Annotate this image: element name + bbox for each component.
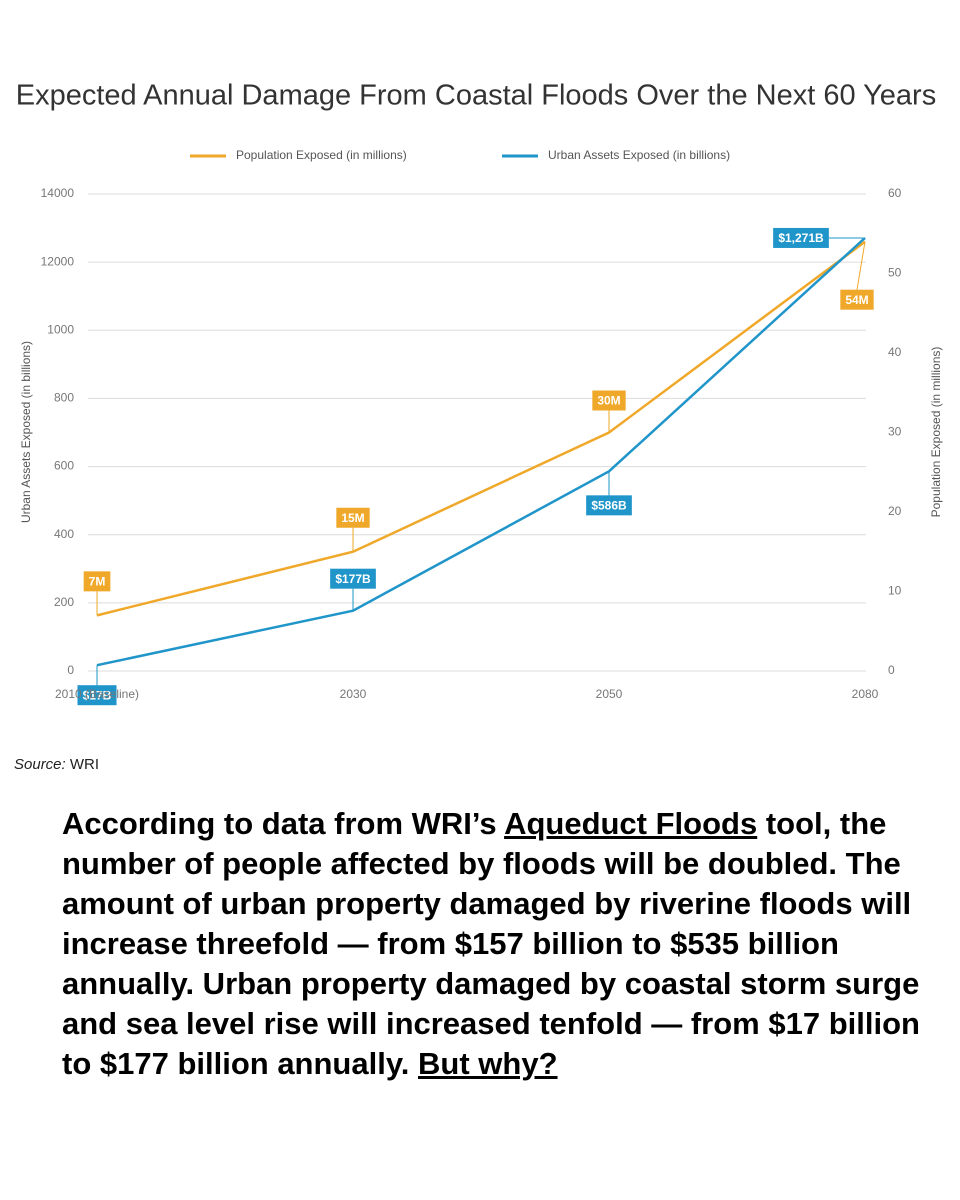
data-label-text: 15M xyxy=(341,511,364,525)
data-label-text: 30M xyxy=(597,394,620,408)
y2-tick-label: 10 xyxy=(888,584,902,598)
paragraph-text: tool, the number of people affected by f… xyxy=(62,806,920,1081)
data-label: 54M xyxy=(840,241,874,310)
data-label-text: 7M xyxy=(89,575,106,589)
label-leader xyxy=(856,241,866,290)
data-label-text: $586B xyxy=(591,499,627,513)
y2-tick-label: 50 xyxy=(888,266,902,280)
y2-tick-label: 40 xyxy=(888,345,902,359)
label-box xyxy=(586,495,632,516)
data-label: 15M xyxy=(336,507,370,552)
data-label: $586B xyxy=(586,471,632,516)
y-tick-label: 14000 xyxy=(41,186,75,200)
paragraph-text: According to data from WRI’s xyxy=(62,806,505,841)
y2-tick-label: 0 xyxy=(888,663,895,677)
source-label: Source: xyxy=(14,756,66,773)
label-box xyxy=(592,390,626,411)
series-line xyxy=(96,237,866,667)
x-tick-label: 2030 xyxy=(339,687,367,701)
paragraph: According to data from WRI’s Aqueduct Fl… xyxy=(62,804,922,1084)
x-tick-label: 2080 xyxy=(851,687,879,701)
y-tick-label: 1000 xyxy=(47,322,74,336)
data-label-text: $1,271B xyxy=(778,231,824,245)
label-box xyxy=(330,568,376,589)
data-label: 7M xyxy=(83,571,111,616)
y2-tick-label: 20 xyxy=(888,504,902,518)
y-tick-label: 200 xyxy=(54,595,74,609)
source: Source: WRI xyxy=(14,756,99,773)
series-line xyxy=(96,240,866,617)
y2-axis-label: Population Exposed (in millions) xyxy=(929,347,943,518)
data-label-text: $177B xyxy=(335,572,371,586)
label-box xyxy=(83,571,111,592)
chart-title: Expected Annual Damage From Coastal Floo… xyxy=(16,80,936,112)
y-tick-label: 0 xyxy=(67,663,74,677)
data-label-text: $17B xyxy=(83,688,112,702)
y-tick-label: 12000 xyxy=(41,254,75,268)
y-axis-label: Urban Assets Exposed (in billions) xyxy=(19,341,33,523)
data-label: $17B xyxy=(77,665,117,706)
legend-label: Population Exposed (in millions) xyxy=(236,148,407,162)
y2-tick-label: 30 xyxy=(888,425,902,439)
legend-label: Urban Assets Exposed (in billions) xyxy=(548,148,730,162)
source-text: WRI xyxy=(69,756,100,773)
x-tick-label: 2050 xyxy=(595,687,623,701)
label-box xyxy=(773,227,829,248)
label-box xyxy=(840,289,874,310)
label-box xyxy=(77,685,117,706)
y-tick-label: 800 xyxy=(54,391,74,405)
link-text[interactable]: But why? xyxy=(418,1046,558,1081)
label-box xyxy=(336,507,370,528)
data-label: 30M xyxy=(592,390,626,433)
x-tick-label: 2010 (Baseline) xyxy=(54,687,140,701)
y2-tick-label: 60 xyxy=(888,186,902,200)
data-label-text: 54M xyxy=(845,293,868,307)
data-label: $1,271B xyxy=(773,227,863,248)
y-tick-label: 600 xyxy=(54,459,74,473)
y-tick-label: 400 xyxy=(54,527,74,541)
chart: Expected Annual Damage From Coastal Floo… xyxy=(16,80,943,706)
link-text[interactable]: Aqueduct Floods xyxy=(504,806,758,841)
data-label: $177B xyxy=(330,568,376,611)
